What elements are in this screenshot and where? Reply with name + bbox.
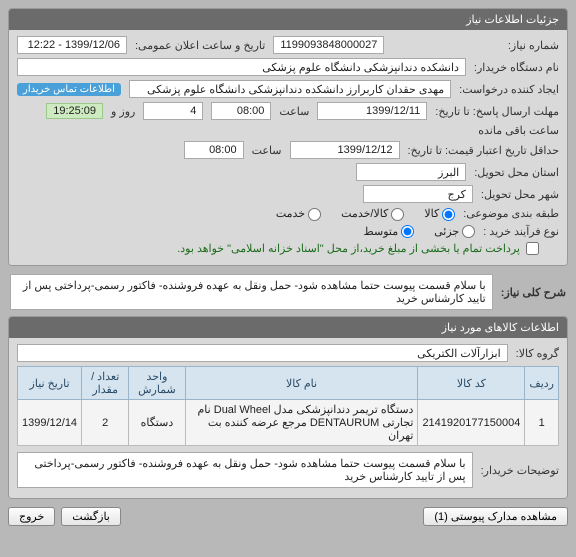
radio-goods-service[interactable]: کالا/خدمت <box>341 207 404 221</box>
buyer-desc-box: با سلام قسمت پیوست حتما مشاهده شود- حمل … <box>17 452 473 488</box>
send-time-field: 08:00 <box>211 102 271 120</box>
pubdate-field: 1399/12/06 - 12:22 <box>17 36 127 54</box>
remain-time: 19:25:09 <box>46 103 103 119</box>
cell-idx: 1 <box>525 400 559 446</box>
th-unit: واحد شمارش <box>129 367 185 400</box>
lbl-time1: ساعت <box>279 105 309 118</box>
need-details-panel: جزئیات اطلاعات نیاز شماره نیاز: 11990938… <box>8 8 568 266</box>
lbl-pubdate: تاریخ و ساعت اعلان عمومی: <box>135 39 265 52</box>
buyer-org-field: دانشکده دندانپزشکی دانشگاه علوم پزشکی <box>17 58 466 76</box>
lbl-main-desc: شرح کلی نیاز: <box>501 286 566 299</box>
contact-buyer-button[interactable]: اطلاعات تماس خریدار <box>17 83 121 96</box>
items-table: ردیف کد کالا نام کالا واحد شمارش تعداد /… <box>17 366 559 446</box>
th-idx: ردیف <box>525 367 559 400</box>
th-date: تاریخ نیاز <box>18 367 82 400</box>
days-field: 4 <box>143 102 203 120</box>
lbl-time2: ساعت <box>252 144 282 157</box>
cell-code: 2141920177150004 <box>418 400 525 446</box>
main-desc-box: با سلام قسمت پیوست حتما مشاهده شود- حمل … <box>10 274 493 310</box>
th-name: نام کالا <box>185 367 418 400</box>
creator-field: مهدی حقدان کاربرارز دانشکده دندانپزشکی د… <box>129 80 451 98</box>
city-field: کرج <box>363 185 473 203</box>
table-row[interactable]: 1 2141920177150004 دستگاه تریمر دندانپزش… <box>18 400 559 446</box>
need-no-field: 1199093848000027 <box>273 36 384 54</box>
price-time-field: 08:00 <box>184 141 244 159</box>
table-header-row: ردیف کد کالا نام کالا واحد شمارش تعداد /… <box>18 367 559 400</box>
price-date-field: 1399/12/12 <box>290 141 400 159</box>
cell-unit: دستگاه <box>129 400 185 446</box>
cell-date: 1399/12/14 <box>18 400 82 446</box>
radio-service[interactable]: خدمت <box>276 207 321 221</box>
lbl-price-validity: حداقل تاریخ اعتبار قیمت: تا تاریخ: <box>408 144 559 157</box>
lbl-creator: ایجاد کننده درخواست: <box>459 83 559 96</box>
lbl-remain: ساعت باقی مانده <box>478 124 559 137</box>
footer-buttons: مشاهده مدارک پیوستی (1) بازگشت خروج <box>8 507 568 526</box>
th-qty: تعداد / مقدار <box>82 367 129 400</box>
lbl-buy-type: نوع فرآیند خرید : <box>483 225 559 238</box>
lbl-day: روز و <box>111 105 135 118</box>
lbl-need-no: شماره نیاز: <box>508 39 559 52</box>
radio-medium[interactable]: متوسط <box>364 225 415 239</box>
items-panel: اطلاعات کالاهای مورد نیاز گروه کالا: ابز… <box>8 316 568 499</box>
radio-small[interactable]: جزئی <box>434 225 475 239</box>
lbl-province: استان محل تحویل: <box>474 166 559 179</box>
panel1-title: جزئیات اطلاعات نیاز <box>9 9 567 30</box>
send-date-field: 1399/12/11 <box>317 102 427 120</box>
exit-button[interactable]: خروج <box>8 507 55 526</box>
chk-treasury[interactable]: پرداخت تمام یا بخشی از مبلغ خرید،از محل … <box>177 242 539 255</box>
lbl-buyer-org: نام دستگاه خریدار: <box>474 61 559 74</box>
panel3-body: گروه کالا: ابزارآلات الکتریکی ردیف کد کا… <box>9 338 567 498</box>
back-button[interactable]: بازگشت <box>61 507 121 526</box>
group-field: ابزارآلات الکتریکی <box>17 344 508 362</box>
lbl-city: شهر محل تحویل: <box>481 188 559 201</box>
lbl-buyer-desc: توضیحات خریدار: <box>481 464 559 477</box>
cell-qty: 2 <box>82 400 129 446</box>
radio-goods[interactable]: کالا <box>424 207 455 221</box>
panel3-title: اطلاعات کالاهای مورد نیاز <box>9 317 567 338</box>
province-field: البرز <box>356 163 466 181</box>
panel1-body: شماره نیاز: 1199093848000027 تاریخ و ساع… <box>9 30 567 265</box>
lbl-budget-type: طبقه بندی موضوعی: <box>463 207 559 220</box>
lbl-send-deadline: مهلت ارسال پاسخ: تا تاریخ: <box>435 105 559 118</box>
lbl-group: گروه کالا: <box>516 347 559 360</box>
buy-type-row: نوع فرآیند خرید : جزئی متوسط پرداخت تمام… <box>17 225 559 256</box>
cell-name: دستگاه تریمر دندانپزشکی مدل Dual Wheel ن… <box>185 400 418 446</box>
view-attachments-button[interactable]: مشاهده مدارک پیوستی (1) <box>423 507 568 526</box>
budget-type-row: طبقه بندی موضوعی: کالا کالا/خدمت خدمت <box>17 207 559 221</box>
th-code: کد کالا <box>418 367 525 400</box>
